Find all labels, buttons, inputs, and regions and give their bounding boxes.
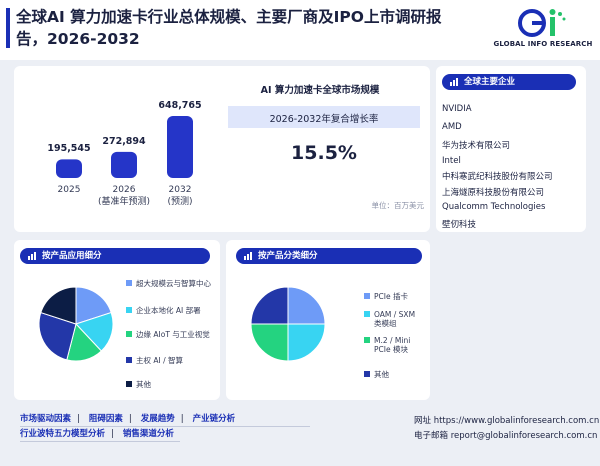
legend-label: 其他 — [374, 370, 389, 379]
player-item: 壁仞科技 — [442, 220, 477, 230]
pie-slice — [75, 286, 112, 325]
pie-slice — [250, 286, 289, 325]
section-link[interactable]: 市场驱动因素 — [20, 414, 72, 424]
cagr-band — [228, 106, 420, 128]
player-item: Intel — [442, 156, 461, 166]
legend-label: 企业本地化 AI 部署 — [136, 306, 201, 315]
legend-swatch — [364, 337, 370, 343]
cagr-label: 2026-2032年复合增长率 — [269, 114, 379, 125]
report-title: 全球AI 算力加速卡行业总体规模、主要厂商及IPO上市调研报告，2026-203… — [16, 8, 442, 48]
website-text[interactable]: 网址 https://www.globalinforesearch.com.cn — [414, 416, 600, 426]
section-link[interactable]: 产业链分析 — [192, 414, 236, 424]
pie-slice — [38, 311, 77, 361]
player-item: 中科寒武纪科技股份有限公司 — [442, 172, 553, 182]
legend-swatch — [126, 357, 132, 363]
player-item: AMD — [442, 122, 462, 132]
legend-swatch — [126, 381, 132, 387]
legend-label: 边缘 AIoT 与工业视觉 — [136, 330, 210, 339]
bar-chart-icon — [244, 252, 252, 260]
pie-slice — [40, 286, 77, 325]
legend-label: M.2 / Mini PCIe 模块 — [374, 336, 411, 354]
bar-category-sublabel: (基准年预测) — [97, 197, 151, 207]
divider — [20, 441, 180, 442]
key-players-title: 全球主要企业 — [464, 77, 516, 87]
bar-category-label: 2032 — [168, 185, 192, 195]
legend-swatch — [364, 293, 370, 299]
pie-slice — [287, 323, 326, 362]
bar-category-label: 2025 — [57, 185, 81, 195]
section-link[interactable]: 发展趋势 — [140, 414, 175, 424]
bar-chart-icon — [28, 252, 36, 260]
logo-gi-icon — [518, 9, 566, 37]
report-header: 全球AI 算力加速卡行业总体规模、主要厂商及IPO上市调研报告，2026-203… — [0, 0, 600, 60]
legend-swatch — [364, 311, 370, 317]
player-item: NVIDIA — [442, 104, 472, 114]
bar-value-label: 195,545 — [47, 143, 91, 155]
company-logo: GLOBAL INFO RESEARCH — [488, 8, 598, 54]
market-size-card — [14, 66, 430, 232]
report-sections: 市场驱动因素 | 阻碍因素 | 发展趋势 | 产业链分析 行业波特五力模型分析 | 销售… — [20, 414, 236, 439]
legend-swatch — [364, 371, 370, 377]
divider — [20, 426, 310, 427]
logo-text: GLOBAL INFO RESEARCH — [493, 40, 593, 48]
legend-swatch — [126, 331, 132, 337]
application-segment-title: 按产品应用细分 — [42, 251, 102, 261]
bar-value-label: 272,894 — [102, 135, 146, 147]
cagr-value: 15.5% — [291, 142, 357, 164]
player-item: 上海燧原科技股份有限公司 — [442, 188, 545, 198]
type-segment-title: 按产品分类细分 — [258, 251, 318, 261]
bar-chart-icon — [450, 78, 458, 86]
section-link[interactable]: 阻碍因素 — [88, 414, 123, 424]
email-text[interactable]: 电子邮箱 report@globalinforesearch.com.cn — [414, 431, 598, 441]
type-segment-header: 按产品分类细分 — [236, 248, 422, 264]
legend-label: 超大规模云与智算中心 — [136, 279, 211, 288]
legend-label: PCIe 插卡 — [374, 292, 408, 301]
legend-label: 其他 — [136, 380, 151, 389]
pie-slice — [250, 323, 289, 362]
legend-label: OAM / SXM 类模组 — [374, 310, 416, 328]
legend-swatch — [126, 307, 132, 313]
title-accent-bar — [6, 8, 10, 48]
unit-label: 单位：百万美元 — [371, 201, 425, 210]
player-item: Qualcomm Technologies — [442, 202, 546, 212]
section-link[interactable]: 行业波特五力模型分析 — [20, 429, 106, 439]
market-chart-title: AI 算力加速卡全球市场规模 — [260, 85, 380, 96]
pie-slice — [287, 286, 326, 325]
bar-category-sublabel: (预测) — [167, 197, 193, 207]
key-players-card — [436, 66, 586, 232]
key-players-header: 全球主要企业 — [442, 74, 576, 90]
pie-slice — [75, 311, 114, 352]
contact-info: 网址 https://www.globalinforesearch.com.cn… — [414, 414, 599, 444]
player-item: 华为技术有限公司 — [442, 141, 511, 151]
type-pie-chart — [250, 286, 326, 362]
legend-swatch — [126, 280, 132, 286]
legend-label: 主权 AI / 智算 — [136, 356, 184, 365]
bar-value-label: 648,765 — [158, 100, 202, 111]
section-link[interactable]: 销售渠道分析 — [122, 429, 174, 439]
bar-category-label: 2026 — [112, 185, 136, 195]
application-segment-header: 按产品应用细分 — [20, 248, 210, 264]
application-pie-chart — [38, 286, 114, 362]
